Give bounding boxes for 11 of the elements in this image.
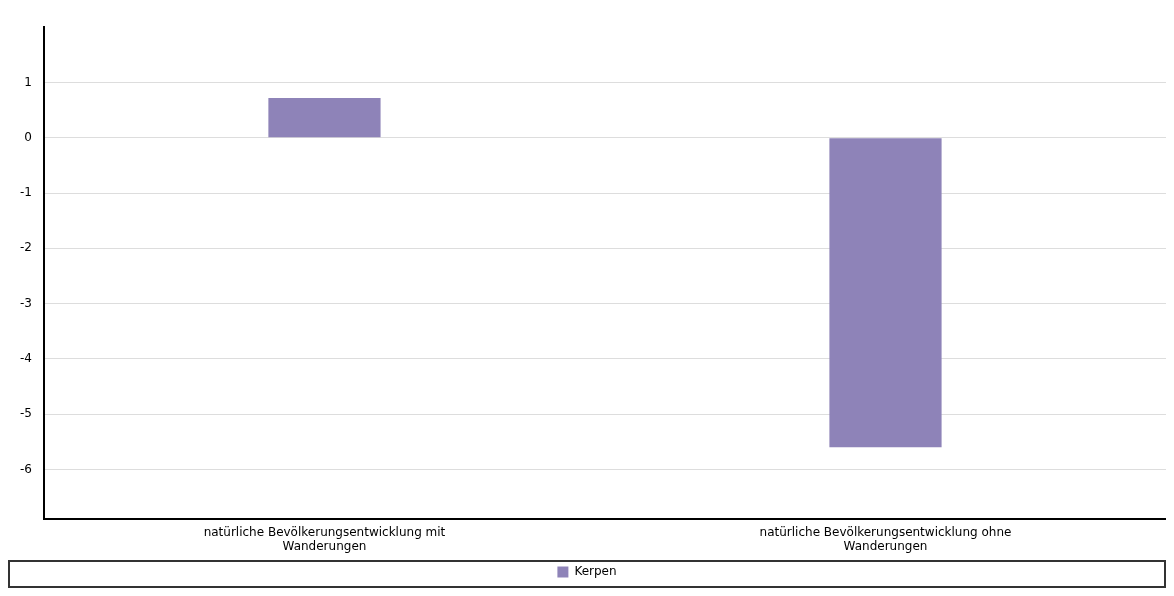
y-tick-label: -3 — [20, 295, 32, 310]
y-tick-label: 0 — [24, 129, 32, 144]
y-tick-label: -2 — [20, 240, 32, 255]
y-tick-label: -6 — [20, 461, 32, 476]
y-tick-label: 1 — [24, 74, 32, 89]
y-tick-label: -1 — [20, 185, 32, 200]
y-tick-label: -4 — [20, 351, 32, 366]
legend-label: Kerpen — [574, 564, 617, 579]
x-tick-label: natürliche Bevölkerungsentwicklung mit Wanderungen — [203, 524, 446, 553]
y-tick-label: -5 — [20, 406, 32, 421]
x-tick-label: natürliche Bevölkerungsentwicklung ohne Wanderungen — [759, 524, 1012, 553]
